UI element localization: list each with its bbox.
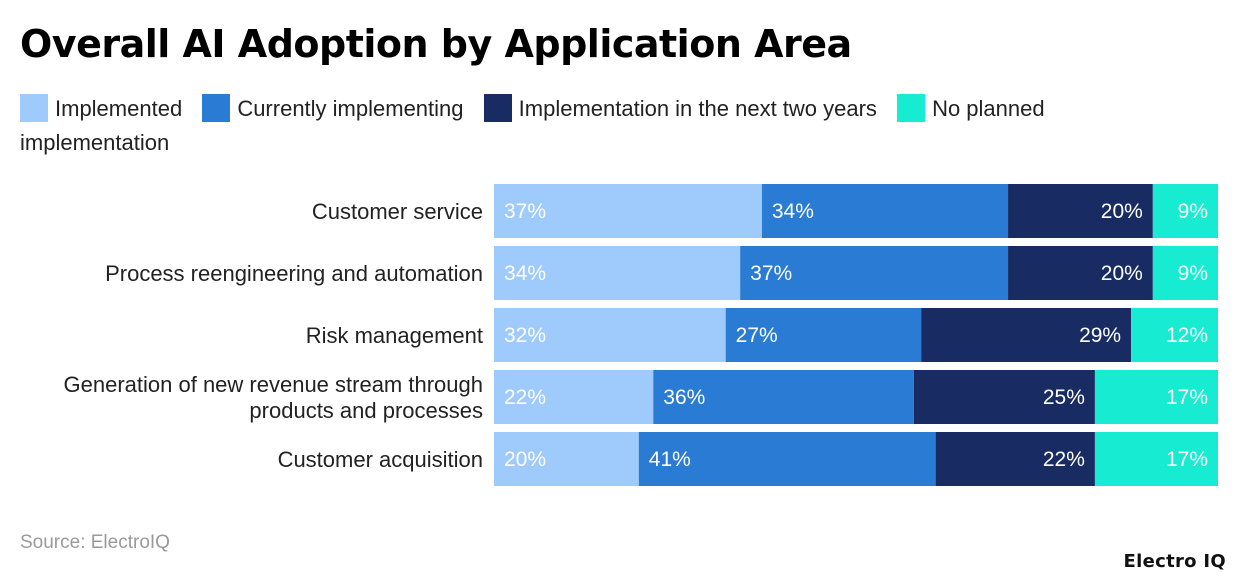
bar-segment bbox=[494, 370, 654, 424]
category-label-line: Customer service bbox=[312, 199, 483, 224]
data-label: 25% bbox=[1043, 386, 1085, 409]
bar-segment bbox=[1152, 246, 1218, 300]
bar-segment bbox=[494, 184, 762, 238]
bar-segment bbox=[1008, 184, 1153, 238]
legend-label: Currently implementing bbox=[237, 96, 464, 121]
data-label: 36% bbox=[663, 386, 705, 409]
data-label: 20% bbox=[504, 448, 546, 471]
bar-segment bbox=[638, 432, 936, 486]
bar-segment bbox=[1094, 432, 1218, 486]
category-label: Customer acquisition bbox=[278, 447, 483, 472]
bar-segment bbox=[1008, 246, 1153, 300]
bar-segment bbox=[653, 370, 914, 424]
legend-item-next-two-years: Implementation in the next two years bbox=[483, 94, 877, 122]
bar-segment bbox=[1131, 308, 1218, 362]
data-label: 32% bbox=[504, 324, 546, 347]
data-label: 29% bbox=[1079, 324, 1121, 347]
data-label: 22% bbox=[1043, 448, 1085, 471]
data-label: 17% bbox=[1166, 448, 1208, 471]
category-label: Risk management bbox=[306, 323, 483, 348]
data-label: 34% bbox=[772, 200, 814, 223]
data-label: 17% bbox=[1166, 386, 1208, 409]
category-label: Process reengineering and automation bbox=[105, 261, 483, 286]
chart-title: Overall AI Adoption by Application Area bbox=[20, 22, 852, 66]
category-label-line: Process reengineering and automation bbox=[105, 261, 483, 286]
bar-segment bbox=[1152, 184, 1218, 238]
data-label: 37% bbox=[504, 200, 546, 223]
bar-segment bbox=[761, 184, 1009, 238]
legend-swatch bbox=[483, 94, 512, 122]
legend-item-implemented: Implemented bbox=[20, 94, 183, 122]
data-label: 20% bbox=[1101, 200, 1143, 223]
bar-segment bbox=[725, 308, 922, 362]
data-label: 37% bbox=[750, 262, 792, 285]
legend-label: Implementation in the next two years bbox=[518, 96, 877, 121]
legend-swatch bbox=[20, 94, 48, 122]
chart-legend: Implemented Currently implementing Imple… bbox=[20, 92, 1200, 160]
source-note: Source: ElectroIQ bbox=[20, 532, 170, 553]
data-label: 12% bbox=[1166, 324, 1208, 347]
category-label: Generation of new revenue stream through… bbox=[64, 372, 483, 423]
bar-segment bbox=[494, 432, 639, 486]
bar-segment bbox=[921, 308, 1132, 362]
category-label-line: Customer acquisition bbox=[278, 447, 483, 472]
data-label: 20% bbox=[1101, 262, 1143, 285]
data-label: 41% bbox=[649, 448, 691, 471]
legend-swatch bbox=[202, 94, 231, 122]
bar-segment bbox=[935, 432, 1095, 486]
data-label: 34% bbox=[504, 262, 546, 285]
bar-segment bbox=[494, 308, 726, 362]
legend-swatch bbox=[897, 94, 926, 122]
data-label: 9% bbox=[1178, 262, 1208, 285]
legend-item-no-planned: No planned implementation bbox=[20, 94, 1045, 155]
data-label: 27% bbox=[736, 324, 778, 347]
category-label-line: products and processes bbox=[249, 398, 483, 423]
category-label-line: Risk management bbox=[306, 323, 483, 348]
bar-segment bbox=[740, 246, 1009, 300]
legend-item-currently-implementing: Currently implementing bbox=[202, 94, 464, 122]
category-label: Customer service bbox=[312, 199, 483, 224]
data-label: 9% bbox=[1178, 200, 1208, 223]
stacked-bar-chart: Customer service 37% 34% 20% 9% Process reeng… bbox=[64, 184, 1218, 486]
legend-label: No planned implementation bbox=[20, 96, 1045, 155]
bar-segment bbox=[494, 246, 741, 300]
bar-segment bbox=[913, 370, 1095, 424]
legend-label: Implemented bbox=[55, 96, 183, 121]
data-label: 22% bbox=[504, 386, 546, 409]
category-label-line: Generation of new revenue stream through bbox=[64, 372, 483, 397]
brand-logo: Electro IQ bbox=[1123, 551, 1226, 572]
bar-segment bbox=[1094, 370, 1218, 424]
